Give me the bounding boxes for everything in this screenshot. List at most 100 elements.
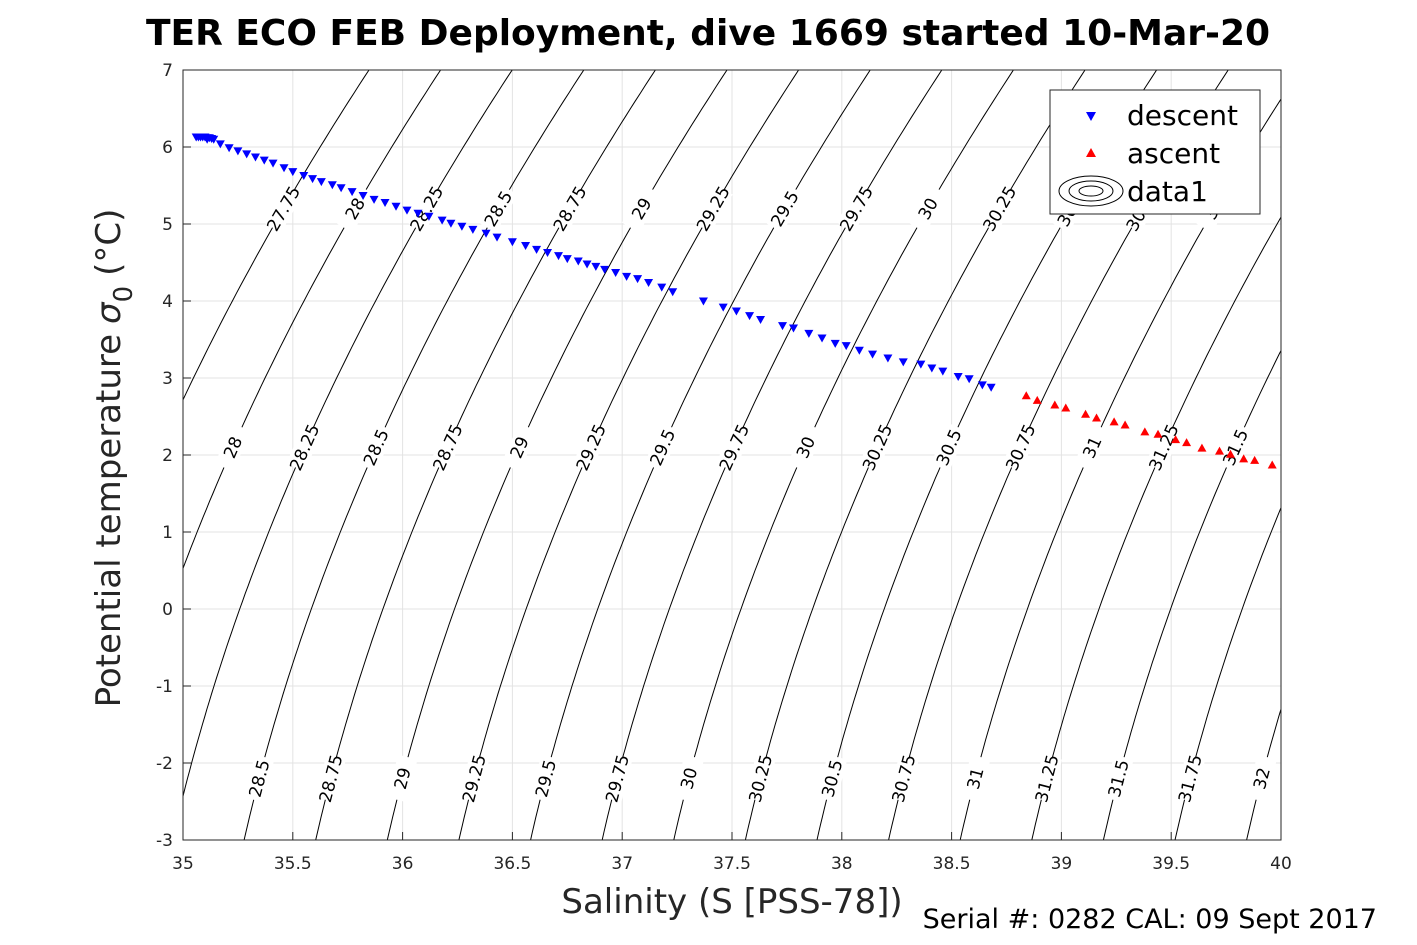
y-axis-label: Potential temperature σ0 (°C) — [89, 209, 139, 708]
legend-descent-label: descent — [1127, 99, 1238, 132]
descent-point — [830, 339, 840, 348]
descent-point — [437, 216, 447, 225]
x-tick-label: 38 — [831, 854, 853, 874]
descent-point — [698, 297, 708, 306]
descent-point — [202, 135, 212, 144]
legend-ascent-marker — [1086, 148, 1096, 157]
contour-label-bg — [1217, 423, 1254, 472]
descent-point — [413, 209, 423, 218]
ascent-point — [1081, 409, 1091, 418]
contour-label-bg — [1002, 423, 1039, 472]
ascent-point — [1225, 449, 1235, 458]
descent-point — [573, 257, 583, 266]
contour-label-bg — [286, 423, 323, 472]
contour-label-bg — [908, 184, 948, 233]
descent-point — [288, 168, 298, 177]
descent-point — [582, 260, 592, 269]
descent-point — [986, 383, 996, 392]
descent-point — [209, 135, 219, 144]
descent-point — [778, 322, 788, 331]
density-contour-line — [1246, 707, 1281, 840]
y-tick-label: -3 — [156, 831, 173, 851]
ascent-point — [1140, 427, 1150, 436]
ascent-point — [1109, 417, 1119, 426]
y-tick-label: 3 — [162, 369, 173, 389]
descent-point — [883, 354, 893, 363]
y-axis-label-text: Potential temperature — [89, 334, 129, 707]
contour-label-bg — [263, 184, 304, 233]
descent-point — [953, 372, 963, 381]
ascent-point — [1171, 435, 1181, 444]
descent-point — [964, 375, 974, 384]
descent-point — [215, 140, 225, 149]
contour-label-bg — [458, 754, 490, 803]
descent-point — [299, 171, 309, 180]
ascent-point — [1050, 400, 1060, 409]
descent-point — [868, 350, 878, 359]
descent-point — [817, 334, 827, 343]
descent-point — [507, 238, 517, 247]
descent-point — [788, 324, 798, 333]
descent-point — [358, 192, 368, 201]
ascent-point — [1182, 438, 1192, 447]
descent-point — [657, 283, 667, 292]
contour-label-bg — [243, 754, 275, 803]
descent-point — [718, 303, 728, 312]
ascent-point — [1092, 413, 1102, 422]
descent-point — [916, 360, 926, 369]
descent-point — [854, 346, 864, 355]
descent-point — [841, 342, 851, 351]
ascent-point — [1153, 429, 1163, 438]
descent-point — [938, 367, 948, 376]
y-tick-label: 2 — [162, 446, 173, 466]
contour-label-bg — [1103, 754, 1134, 803]
legend-ascent-label: ascent — [1127, 137, 1220, 170]
legend-data1-label: data1 — [1127, 175, 1208, 208]
axis-ticks: 35 35.5 36 36.5 37 37.5 38 38.5 39 39.5 40-3-2-101… — [156, 61, 1292, 874]
descent-point — [543, 248, 553, 257]
contour-label-group: 32 — [1246, 754, 1277, 803]
ascent-point — [1061, 403, 1071, 412]
ascent-point — [1267, 460, 1277, 469]
descent-point — [481, 229, 491, 238]
contour-label-bg — [387, 754, 418, 803]
contour-label-bg — [572, 423, 609, 472]
legend: descent ascent data1 — [1049, 89, 1261, 215]
descent-point — [521, 242, 531, 251]
x-tick-label: 36.5 — [493, 854, 531, 874]
descent-point — [308, 175, 318, 184]
contour-label-bg — [765, 184, 805, 233]
x-tick-label: 37 — [611, 854, 633, 874]
x-tick-label: 40 — [1270, 854, 1292, 874]
ascent-point — [1120, 420, 1130, 429]
descent-point — [633, 275, 643, 284]
contour-label-bg — [1246, 754, 1277, 803]
x-tick-label: 36 — [392, 854, 414, 874]
descent-point — [745, 312, 755, 321]
legend-box — [1049, 89, 1261, 215]
legend-descent-marker — [1086, 112, 1096, 121]
descent-point — [644, 279, 654, 288]
descent-point — [927, 364, 937, 373]
y-axis-label-subscript: 0 — [109, 286, 139, 303]
descent-point — [369, 195, 379, 204]
descent-point — [468, 225, 478, 234]
descent-point — [402, 206, 412, 215]
legend-data1-contour-icon — [1058, 175, 1124, 207]
descent-point — [380, 198, 390, 207]
x-tick-label: 39.5 — [1152, 854, 1190, 874]
contour-label-bg — [501, 423, 538, 472]
descent-point — [233, 147, 243, 156]
contour-label-bg — [816, 754, 848, 803]
contour-label-bg — [1031, 754, 1063, 803]
density-contour-line — [1174, 506, 1281, 840]
descent-point — [279, 164, 289, 173]
chart-title: TER ECO FEB Deployment, dive 1669 starte… — [146, 13, 1270, 54]
contour-label-bg — [1074, 423, 1111, 472]
descent-point — [756, 315, 766, 324]
y-tick-label: 5 — [162, 215, 173, 235]
descent-point — [554, 252, 564, 261]
ascent-point — [1239, 454, 1249, 463]
ascent-point — [1032, 395, 1042, 404]
